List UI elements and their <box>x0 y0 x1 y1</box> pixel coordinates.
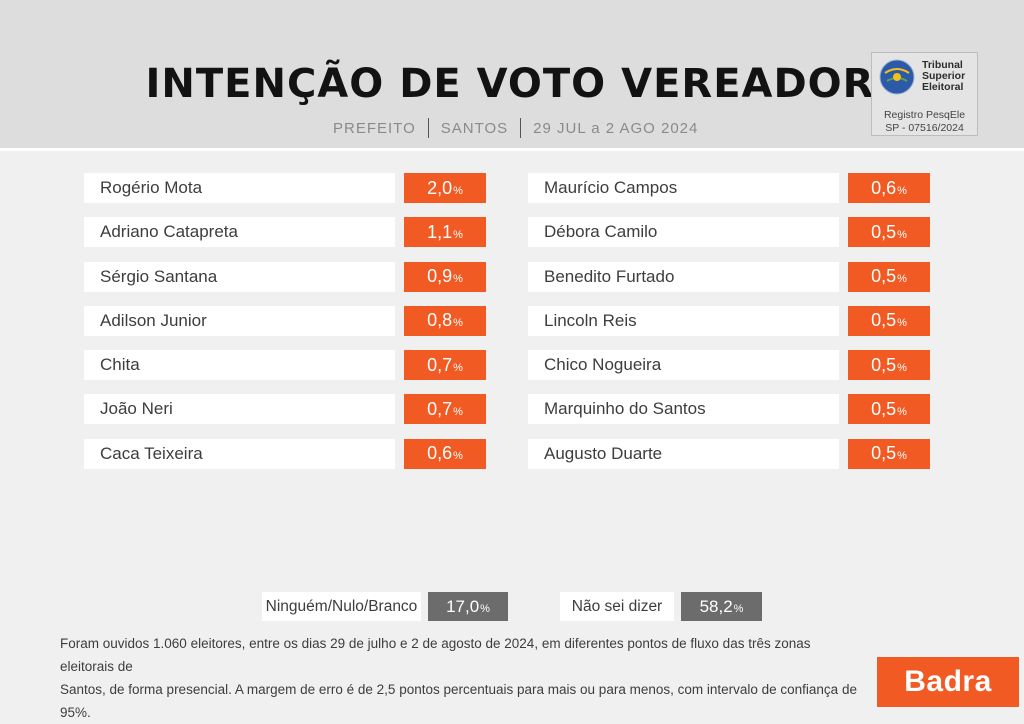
value-percent-sign: % <box>480 603 490 615</box>
candidate-name: Adriano Catapreta <box>84 217 395 248</box>
subtitle-separator <box>520 118 522 138</box>
brand-logo: Badra <box>877 657 1019 707</box>
tse-registry-box: Tribunal Superior Eleitoral Registro Pes… <box>871 52 978 136</box>
candidate-row: Lincoln Reis 0,5% <box>528 305 930 336</box>
value-number: 0,7 <box>427 354 453 375</box>
candidate-value: 0,5% <box>848 305 930 336</box>
candidate-value: 1,1% <box>404 217 486 248</box>
value-number: 0,6 <box>427 443 453 464</box>
candidate-name: Rogério Mota <box>84 173 395 203</box>
value-percent-sign: % <box>897 228 907 241</box>
value-number: 0,5 <box>871 398 897 419</box>
candidate-name: Benedito Furtado <box>528 261 839 292</box>
candidate-row: Sérgio Santana 0,9% <box>84 261 486 292</box>
value-percent-sign: % <box>453 184 463 197</box>
candidate-name: Débora Camilo <box>528 217 839 248</box>
other-label: Ninguém/Nulo/Branco <box>262 592 421 621</box>
value-number: 0,5 <box>871 310 897 331</box>
page-title: INTENÇÃO DE VOTO VEREADOR <box>145 61 875 107</box>
candidate-value: 0,5% <box>848 217 930 248</box>
value-percent-sign: % <box>897 273 907 286</box>
header-divider <box>0 148 1024 151</box>
candidate-value: 0,7% <box>404 350 486 381</box>
candidate-row: Benedito Furtado 0,5% <box>528 261 930 292</box>
value-percent-sign: % <box>897 317 907 330</box>
value-number: 0,7 <box>427 398 453 419</box>
candidate-row: Caca Teixeira 0,6% <box>84 438 486 469</box>
tse-name: Tribunal Superior Eleitoral <box>922 59 966 93</box>
value-percent-sign: % <box>453 405 463 418</box>
value-number: 58,2 <box>699 596 733 616</box>
other-value: 17,0% <box>428 592 508 621</box>
value-number: 0,5 <box>871 443 897 464</box>
candidate-value: 0,5% <box>848 261 930 292</box>
candidate-name: Maurício Campos <box>528 173 839 203</box>
subtitle-office: PREFEITO <box>333 119 416 137</box>
candidate-name: Lincoln Reis <box>528 305 839 336</box>
value-percent-sign: % <box>897 405 907 418</box>
candidate-row: Chico Nogueira 0,5% <box>528 350 930 381</box>
candidate-value: 0,5% <box>848 438 930 469</box>
header <box>0 0 1024 148</box>
candidate-value: 0,7% <box>404 394 486 425</box>
candidate-row: Maurício Campos 0,6% <box>528 173 930 203</box>
candidate-name: Sérgio Santana <box>84 261 395 292</box>
candidate-row: Marquinho do Santos 0,5% <box>528 394 930 425</box>
candidate-value: 2,0% <box>404 173 486 203</box>
candidate-row: Chita 0,7% <box>84 350 486 381</box>
registry-number: Registro PesqEle SP - 07516/2024 <box>883 109 966 134</box>
candidate-value: 0,5% <box>848 350 930 381</box>
value-number: 17,0 <box>446 596 480 616</box>
value-percent-sign: % <box>453 450 463 463</box>
value-percent-sign: % <box>453 361 463 374</box>
candidate-value: 0,8% <box>404 305 486 336</box>
candidate-row: Augusto Duarte 0,5% <box>528 438 930 469</box>
candidate-name: Caca Teixeira <box>84 438 395 469</box>
candidate-row: João Neri 0,7% <box>84 394 486 425</box>
candidates-right-column: Maurício Campos 0,6% Débora Camilo 0,5% Bene… <box>528 173 930 483</box>
value-number: 0,5 <box>871 221 897 242</box>
value-percent-sign: % <box>453 273 463 286</box>
subtitle-city: SANTOS <box>440 119 509 137</box>
candidate-value: 0,6% <box>848 173 930 203</box>
value-percent-sign: % <box>453 317 463 330</box>
candidates-left-column: Rogério Mota 2,0% Adriano Catapreta 1,1% Sér… <box>84 173 486 483</box>
other-value: 58,2% <box>681 592 762 621</box>
candidate-row: Adilson Junior 0,8% <box>84 305 486 336</box>
value-number: 0,5 <box>871 354 897 375</box>
value-percent-sign: % <box>453 228 463 241</box>
candidate-name: Marquinho do Santos <box>528 394 839 425</box>
value-number: 0,5 <box>871 266 897 287</box>
value-percent-sign: % <box>897 361 907 374</box>
value-percent-sign: % <box>897 450 907 463</box>
value-number: 2,0 <box>427 177 453 198</box>
candidate-value: 0,5% <box>848 394 930 425</box>
value-number: 0,8 <box>427 310 453 331</box>
candidate-name: João Neri <box>84 394 395 425</box>
other-label: Não sei dizer <box>560 592 674 621</box>
value-number: 0,6 <box>871 177 897 198</box>
candidate-name: Chico Nogueira <box>528 350 839 381</box>
candidate-value: 0,9% <box>404 261 486 292</box>
candidate-name: Chita <box>84 350 395 381</box>
candidate-value: 0,6% <box>404 438 486 469</box>
value-percent-sign: % <box>897 184 907 197</box>
value-number: 1,1 <box>427 221 453 242</box>
candidate-row: Adriano Catapreta 1,1% <box>84 217 486 248</box>
candidate-row: Rogério Mota 2,0% <box>84 173 486 203</box>
candidate-row: Débora Camilo 0,5% <box>528 217 930 248</box>
candidate-name: Adilson Junior <box>84 305 395 336</box>
subtitle-separator <box>427 118 429 138</box>
candidate-name: Augusto Duarte <box>528 438 839 469</box>
value-percent-sign: % <box>733 603 744 615</box>
value-number: 0,9 <box>427 266 453 287</box>
subtitle-dates: 29 JUL a 2 AGO 2024 <box>533 119 699 137</box>
subtitle: PREFEITO SANTOS 29 JUL a 2 AGO 2024 <box>333 117 698 139</box>
tse-seal-icon <box>879 59 915 95</box>
methodology-footnote: Foram ouvidos 1.060 eleitores, entre os … <box>60 636 857 720</box>
